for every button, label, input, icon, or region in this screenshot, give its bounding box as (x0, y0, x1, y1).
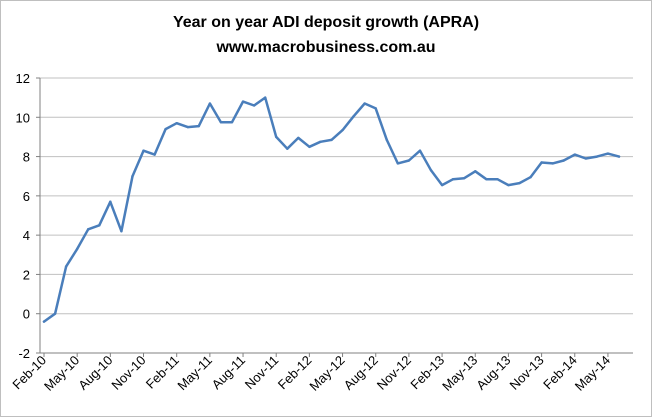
chart-title-block: Year on year ADI deposit growth (APRA) w… (0, 10, 652, 60)
data-point-Sep-11 (252, 104, 256, 107)
x-tick-label: May-14 (572, 353, 613, 394)
data-point-Feb-12 (308, 145, 311, 148)
data-point-May-12 (341, 128, 344, 132)
x-tick-label: May-11 (174, 353, 215, 394)
data-point-Nov-13 (540, 161, 543, 164)
data-point-Apr-11 (197, 124, 201, 128)
data-point-Aug-11 (241, 100, 245, 103)
x-tick-label: Aug-10 (75, 353, 115, 393)
data-point-Apr-14 (595, 155, 599, 158)
x-tick-label: Feb-11 (143, 353, 182, 392)
x-tick-label: May-12 (306, 353, 347, 394)
data-point-Mar-10 (53, 312, 57, 315)
data-point-Apr-10 (64, 265, 68, 268)
x-tick-label: Aug-11 (209, 353, 249, 393)
data-point-Apr-13 (462, 176, 466, 180)
x-tick-label: May-10 (41, 353, 82, 394)
data-point-May-13 (474, 170, 477, 173)
y-tick-label: -2 (18, 346, 30, 361)
y-tick-label: 0 (23, 307, 30, 322)
chart-subtitle: www.macrobusiness.com.au (216, 39, 436, 56)
data-point-Feb-13 (440, 183, 444, 187)
data-point-May-10 (75, 247, 79, 251)
data-point-Nov-10 (142, 149, 145, 152)
data-point-Jul-10 (98, 224, 101, 227)
x-tick-label: May-13 (439, 353, 480, 394)
data-point-Mar-13 (451, 177, 455, 181)
x-tick-label: Aug-13 (473, 353, 513, 393)
x-tick-label: Aug-12 (341, 353, 381, 393)
data-point-Oct-12 (396, 162, 400, 165)
data-point-Jun-10 (87, 228, 90, 231)
gridlines (40, 77, 633, 354)
data-point-Jul-11 (230, 120, 234, 124)
data-point-Sep-12 (385, 138, 388, 142)
data-point-Feb-14 (573, 153, 576, 156)
x-tick-label: Nov-11 (242, 353, 282, 393)
y-tick-label: 8 (23, 150, 30, 165)
data-point-Jun-12 (352, 115, 355, 118)
data-point-Dec-10 (153, 153, 156, 156)
data-point-May-11 (208, 102, 212, 105)
data-point-Jul-13 (496, 177, 499, 181)
data-point-Dec-13 (551, 162, 554, 165)
data-point-Jul-12 (363, 102, 366, 105)
y-tick-label: 6 (23, 189, 30, 204)
data-point-Nov-12 (407, 159, 411, 162)
data-point-Mar-12 (319, 140, 322, 144)
data-point-Jun-13 (485, 177, 488, 181)
series-layer (42, 96, 621, 323)
data-point-Jan-13 (429, 169, 433, 172)
data-point-Oct-10 (131, 175, 134, 178)
series-line (42, 96, 621, 323)
y-tick-label: 12 (16, 71, 30, 86)
data-point-Dec-11 (286, 147, 289, 150)
data-point-May-14 (606, 152, 610, 155)
data-point-Oct-11 (263, 96, 267, 99)
y-axis-tick-labels: -2 0 2 4 6 8 10 12 (16, 71, 30, 361)
data-point-Feb-10 (42, 320, 46, 323)
y-tick-label: 2 (23, 267, 30, 282)
data-point-Jan-14 (562, 159, 565, 162)
data-point-Jan-12 (297, 136, 300, 140)
x-tick-label: Nov-12 (374, 353, 414, 393)
x-axis-tick-labels: Feb-10May-10Aug-10Nov-10Feb-11May-11Aug-… (9, 353, 613, 394)
x-tick-label: Nov-13 (506, 353, 546, 393)
data-point-Aug-10 (109, 200, 112, 203)
y-tick-label: 4 (23, 228, 30, 243)
data-point-Jan-11 (164, 127, 167, 131)
data-point-Feb-11 (175, 121, 178, 125)
data-point-Apr-12 (330, 138, 333, 142)
data-point-Sep-10 (120, 230, 123, 233)
axes (36, 77, 633, 357)
data-point-Jun-11 (219, 120, 223, 124)
x-tick-label: Nov-10 (108, 353, 148, 393)
data-point-Mar-11 (186, 125, 189, 129)
data-point-Aug-13 (507, 183, 510, 187)
data-point-Mar-14 (584, 157, 588, 160)
data-point-Dec-12 (418, 149, 422, 152)
data-point-Oct-13 (529, 175, 532, 179)
chart-title: Year on year ADI deposit growth (APRA) (172, 14, 480, 31)
y-tick-label: 10 (16, 110, 30, 125)
data-point-Nov-11 (275, 135, 278, 139)
data-point-Sep-13 (518, 181, 521, 185)
data-point-Jun-14 (617, 155, 621, 158)
data-point-Aug-12 (374, 107, 377, 110)
